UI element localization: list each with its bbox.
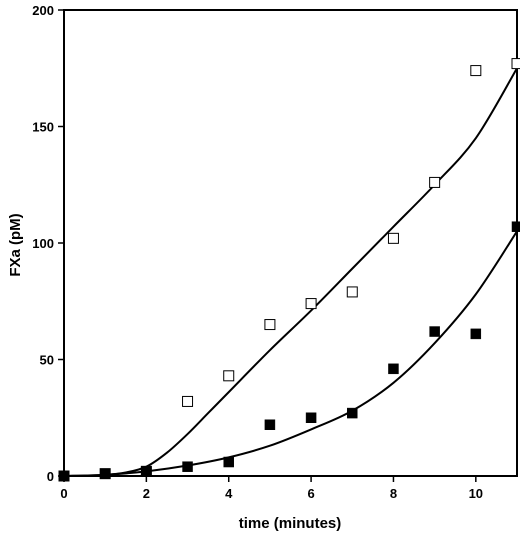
filled-square-point — [223, 456, 234, 468]
filled-square-point — [99, 468, 111, 479]
x-tick-label: 8 — [390, 486, 397, 501]
y-tick-label: 0 — [47, 469, 54, 484]
x-tick-label: 6 — [307, 486, 314, 501]
filled-square-point — [388, 363, 399, 375]
y-tick-label: 150 — [32, 120, 54, 135]
filled-square-point — [58, 470, 70, 482]
open-square-point — [429, 176, 441, 188]
filled-square-point — [470, 328, 482, 340]
x-tick-label: 0 — [60, 486, 67, 501]
filled-square-point — [429, 326, 440, 337]
open-square-point — [511, 58, 520, 70]
x-tick-label: 2 — [143, 486, 150, 501]
x-tick-label: 4 — [225, 486, 233, 501]
filled-square-point — [141, 466, 152, 477]
fit-line-1 — [63, 67, 518, 477]
y-tick-label: 50 — [40, 353, 54, 368]
y-axis: 0 50 100 150 200 — [32, 3, 64, 484]
x-axis-title: time (minutes) — [239, 515, 342, 532]
filled-square-point — [347, 407, 358, 419]
markers — [58, 58, 520, 482]
open-square-point — [470, 65, 482, 77]
open-square-point — [264, 319, 276, 331]
filled-square-point — [264, 419, 276, 430]
filled-square-point — [305, 412, 317, 423]
open-square-point — [223, 370, 235, 382]
y-axis-title: FXa (pM) — [7, 213, 24, 276]
x-tick-label: 10 — [469, 486, 483, 501]
open-square-point — [387, 232, 399, 244]
plot-frame — [63, 9, 518, 477]
open-square-point — [346, 286, 358, 298]
filled-square-point — [182, 461, 193, 472]
open-square-point — [305, 298, 317, 310]
open-square-point — [182, 395, 194, 407]
y-tick-label: 100 — [32, 236, 54, 251]
filled-square-point — [511, 221, 520, 232]
y-tick-label: 200 — [32, 3, 54, 18]
fit-lines — [63, 67, 518, 477]
plot-border — [63, 9, 518, 477]
x-axis: 0 2 4 6 8 10 — [60, 476, 483, 501]
fit-line-2 — [63, 230, 518, 477]
